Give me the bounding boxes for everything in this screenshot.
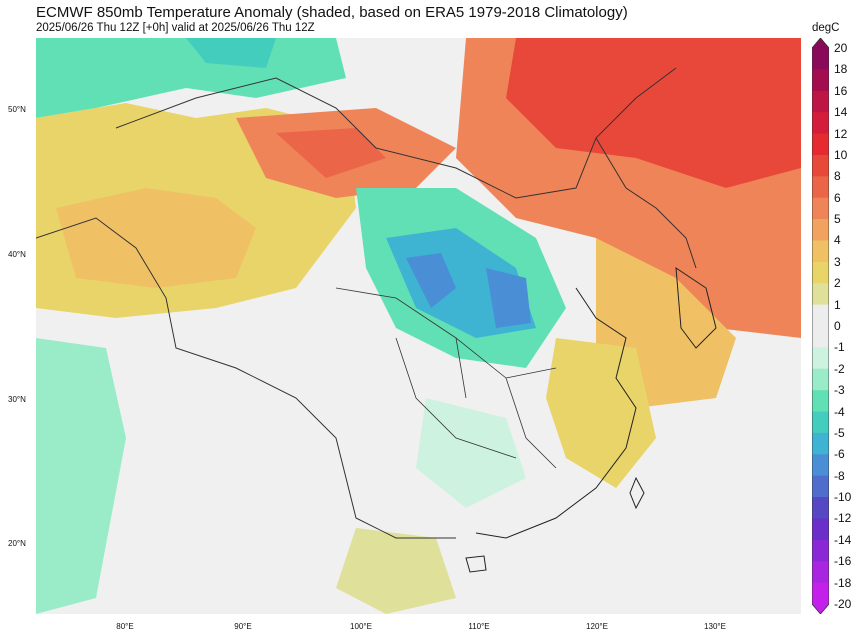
colorbar-swatch bbox=[812, 283, 829, 306]
colorbar-swatch bbox=[812, 411, 829, 434]
colorbar-swatch bbox=[812, 561, 829, 584]
colorbar-swatch bbox=[812, 133, 829, 156]
colorbar-swatch bbox=[812, 197, 829, 220]
colorbar-swatch bbox=[812, 154, 829, 177]
colorbar-swatch bbox=[812, 69, 829, 92]
colorbar-tick-label: -12 bbox=[834, 511, 852, 526]
lon-label: 120°E bbox=[586, 622, 608, 631]
colorbar-tick-label: -10 bbox=[834, 490, 852, 505]
lat-label: 20°N bbox=[8, 539, 26, 548]
colorbar-tick-label: 2 bbox=[834, 276, 841, 291]
colorbar-tick-label: -8 bbox=[834, 468, 845, 483]
colorbar-tick-label: 18 bbox=[834, 62, 848, 77]
colorbar-swatch bbox=[812, 497, 829, 519]
lon-label: 90°E bbox=[234, 622, 252, 631]
taiwan-outline bbox=[629, 476, 645, 510]
anomaly-map bbox=[36, 38, 801, 614]
colorbar-swatch bbox=[812, 432, 829, 455]
lat-label: 50°N bbox=[8, 105, 26, 114]
colorbar-tick-label: 0 bbox=[834, 319, 841, 333]
colorbar-tick-label: 14 bbox=[834, 105, 848, 120]
colorbar-swatch bbox=[812, 219, 829, 241]
colorbar-tick-label: -1 bbox=[834, 340, 845, 355]
colorbar-swatch bbox=[812, 304, 829, 327]
colorbar-tick-label: -2 bbox=[834, 361, 845, 376]
colorbar-tick-label: -18 bbox=[834, 575, 852, 590]
anomaly-hot-northeast-core bbox=[506, 38, 801, 188]
lon-label: 130°E bbox=[704, 622, 726, 631]
colorbar-swatch bbox=[812, 240, 829, 263]
colorbar-tick-label: 10 bbox=[834, 147, 848, 162]
colorbar-extend-max bbox=[812, 38, 829, 48]
hainan-outline bbox=[465, 555, 487, 573]
colorbar-tick-label: 16 bbox=[834, 83, 848, 98]
valid-time-subtitle: 2025/06/26 Thu 12Z [+0h] valid at 2025/0… bbox=[36, 22, 315, 34]
colorbar-tick-label: -4 bbox=[834, 404, 845, 419]
colorbar-swatch bbox=[812, 48, 829, 70]
colorbar-swatch bbox=[812, 539, 829, 562]
colorbar-tick-label: -3 bbox=[834, 383, 845, 398]
colorbar-swatch bbox=[812, 176, 829, 199]
colorbar-tick-label: 20 bbox=[834, 41, 848, 55]
colorbar-tick-label: 4 bbox=[834, 233, 841, 248]
lat-label: 40°N bbox=[8, 250, 26, 259]
border-northeast bbox=[595, 137, 697, 269]
colorbar-tick-label: 3 bbox=[834, 254, 841, 269]
anomaly-cold-southwest bbox=[36, 338, 126, 614]
lon-label: 110°E bbox=[468, 622, 490, 631]
anomaly-cold-northchina-core2 bbox=[486, 268, 531, 328]
colorbar-extend-min bbox=[812, 604, 829, 614]
anomaly-warm-eastcoast bbox=[546, 338, 656, 488]
colorbar-tick-label: -20 bbox=[834, 597, 852, 611]
chart-title: ECMWF 850mb Temperature Anomaly (shaded,… bbox=[36, 4, 628, 21]
anomaly-cold-northwest-core bbox=[186, 38, 276, 68]
colorbar-tick-label: 12 bbox=[834, 126, 848, 141]
colorbar-swatch bbox=[812, 518, 829, 541]
lon-label: 100°E bbox=[350, 622, 372, 631]
colorbar-unit: degC bbox=[812, 22, 840, 34]
coastline bbox=[475, 287, 637, 539]
korea-outline bbox=[675, 267, 717, 349]
anomaly-cold-northchina-core bbox=[406, 253, 456, 308]
border-mongolia bbox=[115, 67, 677, 199]
border-china-west bbox=[36, 217, 456, 539]
colorbar-swatch bbox=[812, 475, 829, 498]
colorbar-tick-label: 8 bbox=[834, 169, 841, 184]
colorbar-tick-label: -5 bbox=[834, 425, 845, 440]
colorbar-swatch bbox=[812, 582, 829, 605]
colorbar bbox=[812, 38, 829, 614]
anomaly-field bbox=[36, 38, 801, 614]
colorbar-swatch bbox=[812, 90, 829, 113]
colorbar-swatch bbox=[812, 368, 829, 391]
anomaly-hot-mongolia-core bbox=[276, 128, 386, 178]
anomaly-warm-south-china bbox=[336, 528, 456, 614]
colorbar-swatch bbox=[812, 347, 829, 370]
anomaly-warm-west-core bbox=[56, 188, 256, 288]
colorbar-swatch bbox=[812, 326, 829, 348]
colorbar-tick-label: -16 bbox=[834, 554, 852, 569]
colorbar-tick-label: -14 bbox=[834, 532, 852, 547]
lon-label: 80°E bbox=[116, 622, 134, 631]
colorbar-swatch bbox=[812, 454, 829, 477]
colorbar-tick-label: 1 bbox=[834, 297, 841, 312]
colorbar-tick-label: -6 bbox=[834, 447, 845, 462]
colorbar-swatch bbox=[812, 112, 829, 135]
colorbar-tick-label: 5 bbox=[834, 212, 841, 227]
colorbar-tick-label: 6 bbox=[834, 190, 841, 205]
colorbar-swatch bbox=[812, 390, 829, 413]
lat-label: 30°N bbox=[8, 395, 26, 404]
colorbar-swatch bbox=[812, 261, 829, 284]
province-lines bbox=[335, 287, 557, 469]
